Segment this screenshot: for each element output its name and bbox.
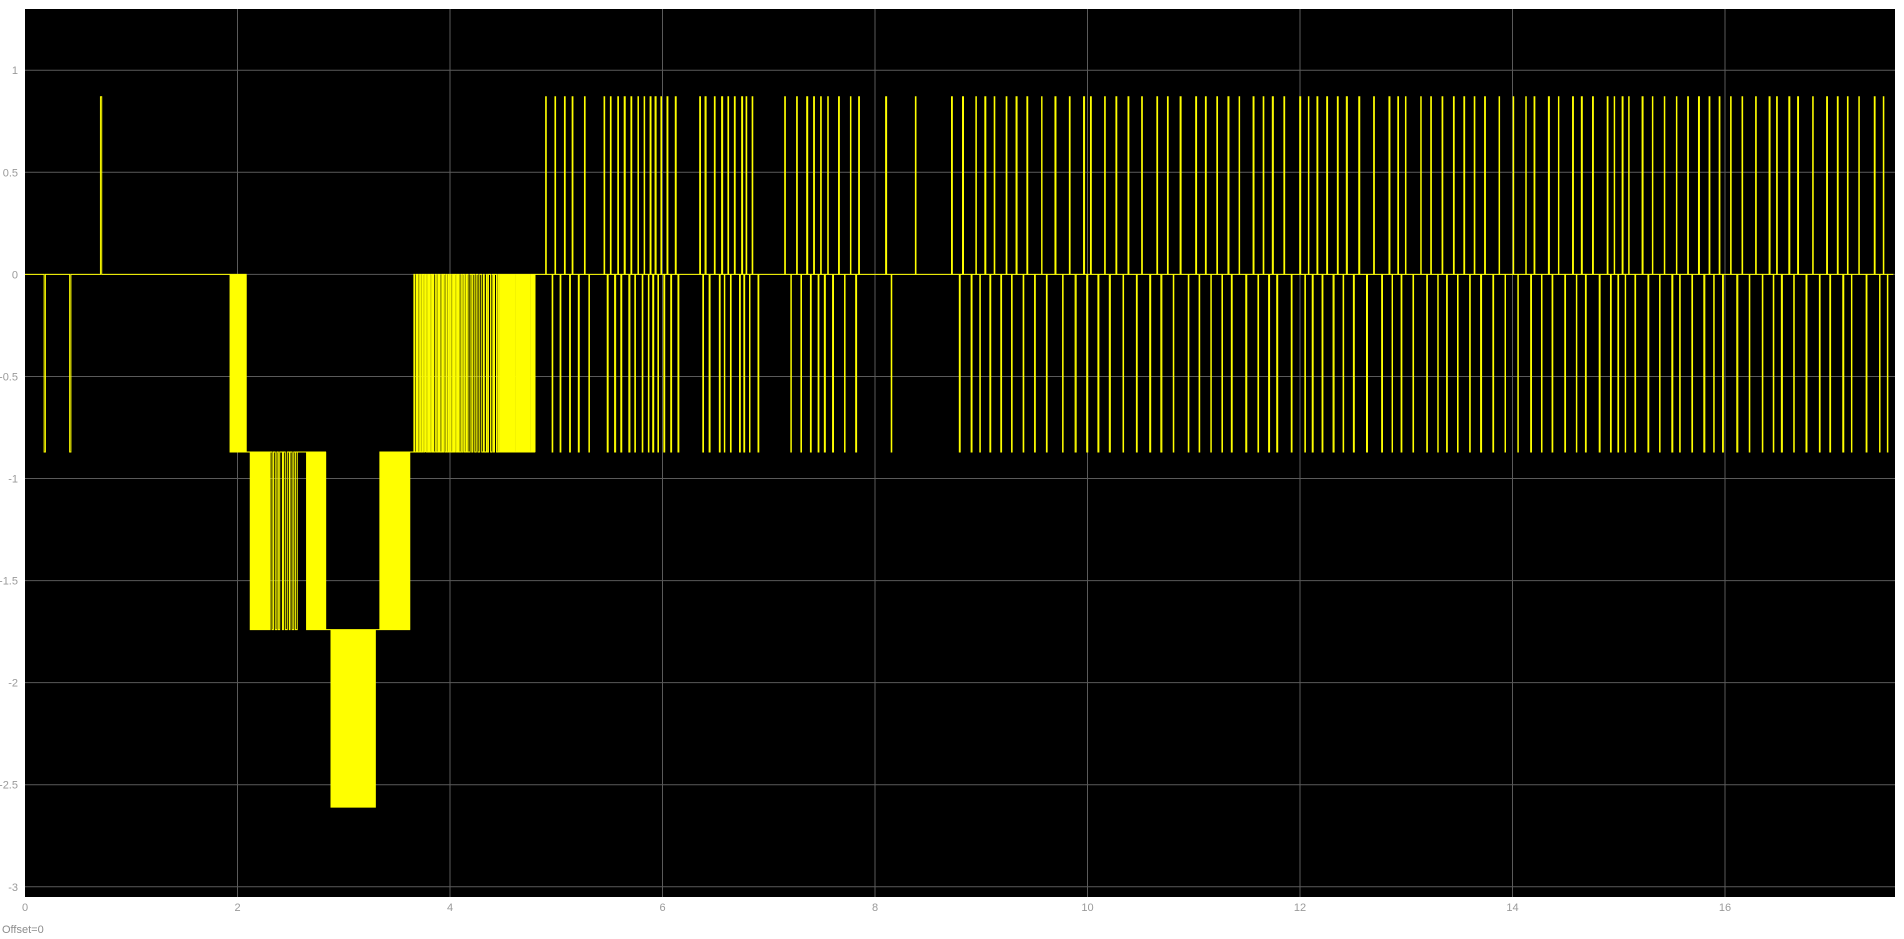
signal-line-segment bbox=[424, 96, 995, 453]
y-tick-label: 0 bbox=[12, 269, 18, 281]
x-tick-label: 6 bbox=[659, 902, 665, 914]
y-tick-label: -0.5 bbox=[0, 371, 18, 383]
y-tick-label: 1 bbox=[12, 65, 18, 77]
y-tick-label: -2.5 bbox=[0, 780, 18, 792]
x-tick-label: 8 bbox=[872, 902, 878, 914]
y-tick-label: -1.5 bbox=[0, 576, 18, 588]
x-tick-label: 12 bbox=[1294, 902, 1306, 914]
x-tick-label: 0 bbox=[22, 902, 28, 914]
y-tick-label: 0.5 bbox=[3, 167, 18, 179]
signal-line-segment bbox=[25, 96, 426, 808]
x-axis-tick-labels: 0 2 4 6 8 10 12 14 16 bbox=[22, 902, 1731, 914]
signal-line-segment bbox=[1858, 96, 1894, 453]
signal-trace bbox=[25, 96, 1894, 808]
y-tick-label: -3 bbox=[8, 882, 18, 894]
y-tick-label: -2 bbox=[8, 678, 18, 690]
offset-label: Offset=0 bbox=[2, 924, 44, 936]
y-tick-label: -1 bbox=[8, 474, 18, 486]
x-tick-label: 14 bbox=[1506, 902, 1518, 914]
x-tick-label: 4 bbox=[447, 902, 453, 914]
signal-line-segment bbox=[993, 96, 1859, 453]
x-tick-label: 10 bbox=[1081, 902, 1093, 914]
x-tick-label: 2 bbox=[234, 902, 240, 914]
y-axis-tick-labels: 1 0.5 0 -0.5 -1 -1.5 -2 -2.5 -3 bbox=[0, 65, 18, 894]
x-tick-label: 16 bbox=[1719, 902, 1731, 914]
